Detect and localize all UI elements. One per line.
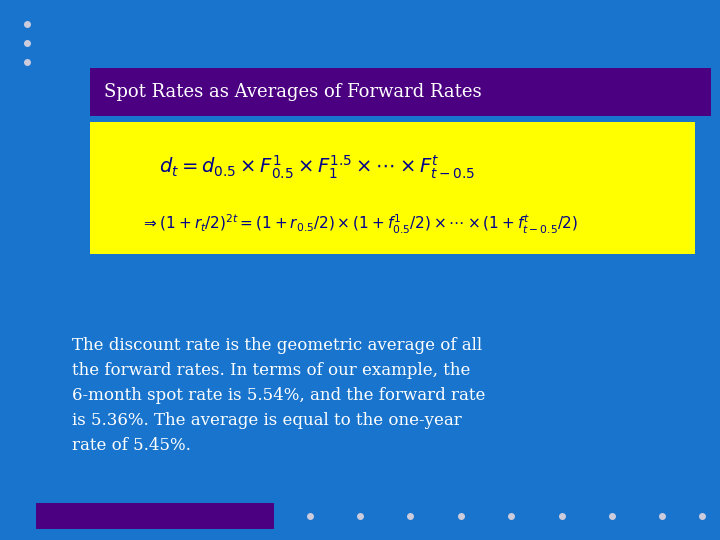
Text: $\Rightarrow (1+r_t/2)^{2t} = (1+r_{0.5}/2) \times (1+f_{0.5}^{1}/2) \times \cdo: $\Rightarrow (1+r_t/2)^{2t} = (1+r_{0.5}… [141, 213, 579, 235]
FancyBboxPatch shape [90, 68, 711, 116]
FancyBboxPatch shape [36, 503, 274, 529]
Text: The discount rate is the geometric average of all
the forward rates. In terms of: The discount rate is the geometric avera… [72, 338, 485, 454]
Text: $d_t = d_{0.5} \times F_{0.5}^{1} \times F_{1}^{1.5} \times \cdots \times F_{t-0: $d_t = d_{0.5} \times F_{0.5}^{1} \times… [158, 154, 475, 181]
FancyBboxPatch shape [90, 122, 695, 254]
Text: Spot Rates as Averages of Forward Rates: Spot Rates as Averages of Forward Rates [104, 83, 482, 101]
